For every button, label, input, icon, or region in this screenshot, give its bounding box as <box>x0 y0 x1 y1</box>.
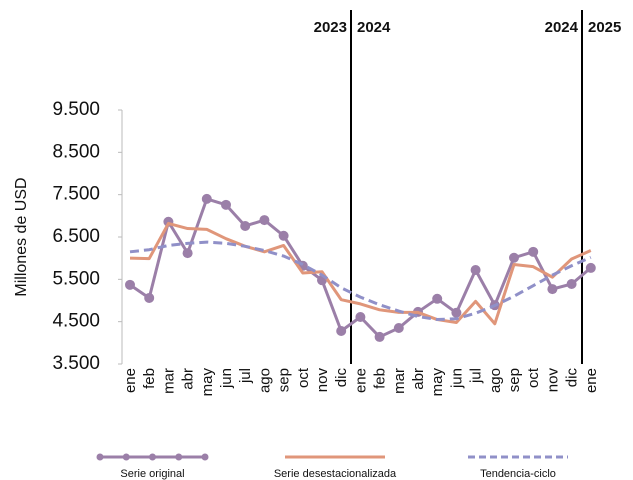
x-tick-label: jun <box>448 368 465 389</box>
legend-marker <box>201 453 209 461</box>
y-axis-label: Millones de USD <box>13 177 30 296</box>
year-label: 2024 <box>545 19 579 36</box>
point <box>221 199 231 210</box>
point <box>201 193 212 204</box>
legend-label: Tendencia-ciclo <box>480 468 556 480</box>
x-tick-label: oct <box>525 367 542 388</box>
point <box>432 293 443 304</box>
point <box>566 278 577 289</box>
year-label: 2023 <box>314 19 347 36</box>
x-tick-label: may <box>429 368 446 397</box>
point <box>259 215 270 226</box>
point <box>585 262 596 273</box>
x-tick-label: ene <box>583 368 600 393</box>
x-tick-label: sep <box>276 368 293 392</box>
x-tick-label: dic <box>333 368 350 388</box>
series-line <box>129 240 592 322</box>
y-tick-label: 6.500 <box>52 226 100 247</box>
y-tick-label: 4.500 <box>52 311 100 332</box>
point <box>278 230 289 241</box>
legend-marker <box>96 453 104 461</box>
point <box>374 331 385 342</box>
legend-label: Serie original <box>120 468 184 480</box>
point <box>509 252 519 263</box>
x-tick-label: feb <box>372 368 389 389</box>
x-tick-label: nov <box>314 368 331 393</box>
point <box>182 248 193 259</box>
x-tick-label: jun <box>218 368 235 389</box>
point <box>393 323 404 334</box>
point <box>240 220 251 231</box>
y-tick-label: 3.500 <box>52 353 100 374</box>
x-tick-label: nov <box>544 368 561 393</box>
series-line <box>129 221 592 326</box>
x-tick-label: ene <box>122 368 139 393</box>
y-tick-label: 7.500 <box>52 184 100 205</box>
x-tick-label: jul <box>468 368 485 384</box>
legend-marker <box>122 453 130 461</box>
point <box>125 279 135 290</box>
y-tick-label: 9.500 <box>52 99 100 120</box>
point <box>528 246 539 257</box>
x-tick-label: ago <box>487 368 504 393</box>
x-tick-label: mar <box>160 368 177 394</box>
legend-marker <box>149 453 156 461</box>
x-tick-label: abr <box>410 368 427 390</box>
x-tick-label: jul <box>237 368 254 384</box>
point <box>355 312 366 323</box>
year-label: 2024 <box>357 19 391 36</box>
point <box>336 325 347 336</box>
y-tick-label: 8.500 <box>52 141 100 162</box>
year-label: 2025 <box>588 19 621 36</box>
point <box>470 265 481 276</box>
x-tick-label: ago <box>256 368 273 393</box>
point <box>144 292 155 303</box>
x-tick-label: abr <box>180 368 197 390</box>
x-tick-label: dic <box>564 368 581 388</box>
x-tick-label: mar <box>391 368 408 394</box>
y-tick-label: 5.500 <box>52 268 100 289</box>
point <box>547 284 558 295</box>
x-tick-label: feb <box>141 368 158 389</box>
point <box>451 307 462 318</box>
x-tick-label: sep <box>506 368 523 392</box>
x-tick-label: oct <box>295 367 312 388</box>
x-tick-label: may <box>199 368 216 397</box>
legend-marker <box>175 453 183 461</box>
legend-label: Serie desestacionalizada <box>274 468 397 480</box>
x-tick-label: ene <box>352 368 369 393</box>
